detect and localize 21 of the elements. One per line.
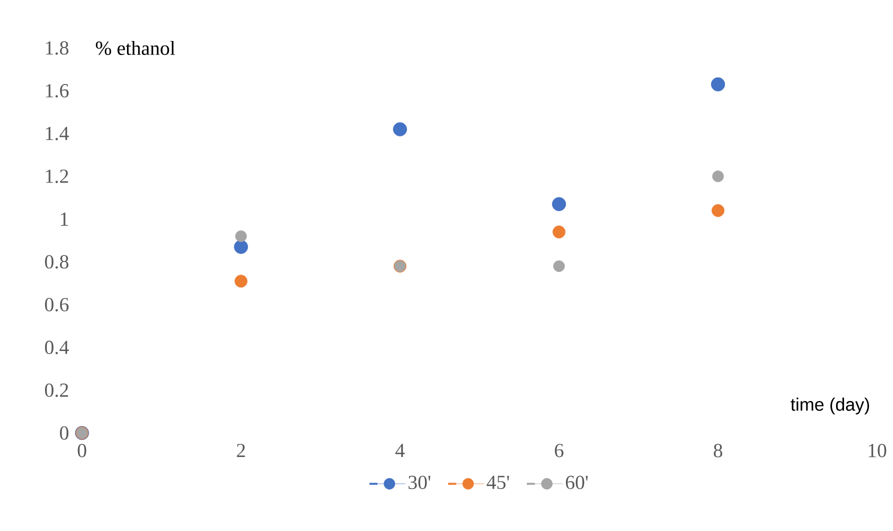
x-tick-label: 0 — [78, 444, 86, 458]
legend-label: 45' — [486, 476, 510, 490]
x-axis-title: time (day) — [790, 398, 870, 414]
x-tick-label: 6 — [554, 444, 564, 458]
legend-label: 60' — [566, 476, 588, 490]
y-tick-label: 0.4 — [45, 340, 69, 354]
y-tick-label: 1.4 — [46, 126, 69, 140]
y-tick-label: 0.8 — [45, 255, 68, 269]
y-tick-label: 1.8 — [46, 41, 68, 55]
y-tick-label: 0.6 — [45, 298, 69, 312]
x-tick-label: 10 — [868, 444, 886, 458]
y-tick-label: 1.2 — [46, 170, 68, 184]
x-tick-label: 4 — [395, 444, 405, 457]
y-tick-label: 0 — [60, 426, 68, 440]
y-tick-label: 1 — [60, 212, 68, 226]
y-tick-label: 1.6 — [46, 84, 69, 98]
x-tick-label: 8 — [714, 444, 722, 458]
y-tick-label: 0.2 — [45, 383, 68, 397]
x-tick-label: 2 — [236, 444, 245, 458]
y-axis-title: % ethanol — [96, 40, 176, 56]
legend-label: 30' — [408, 476, 430, 490]
